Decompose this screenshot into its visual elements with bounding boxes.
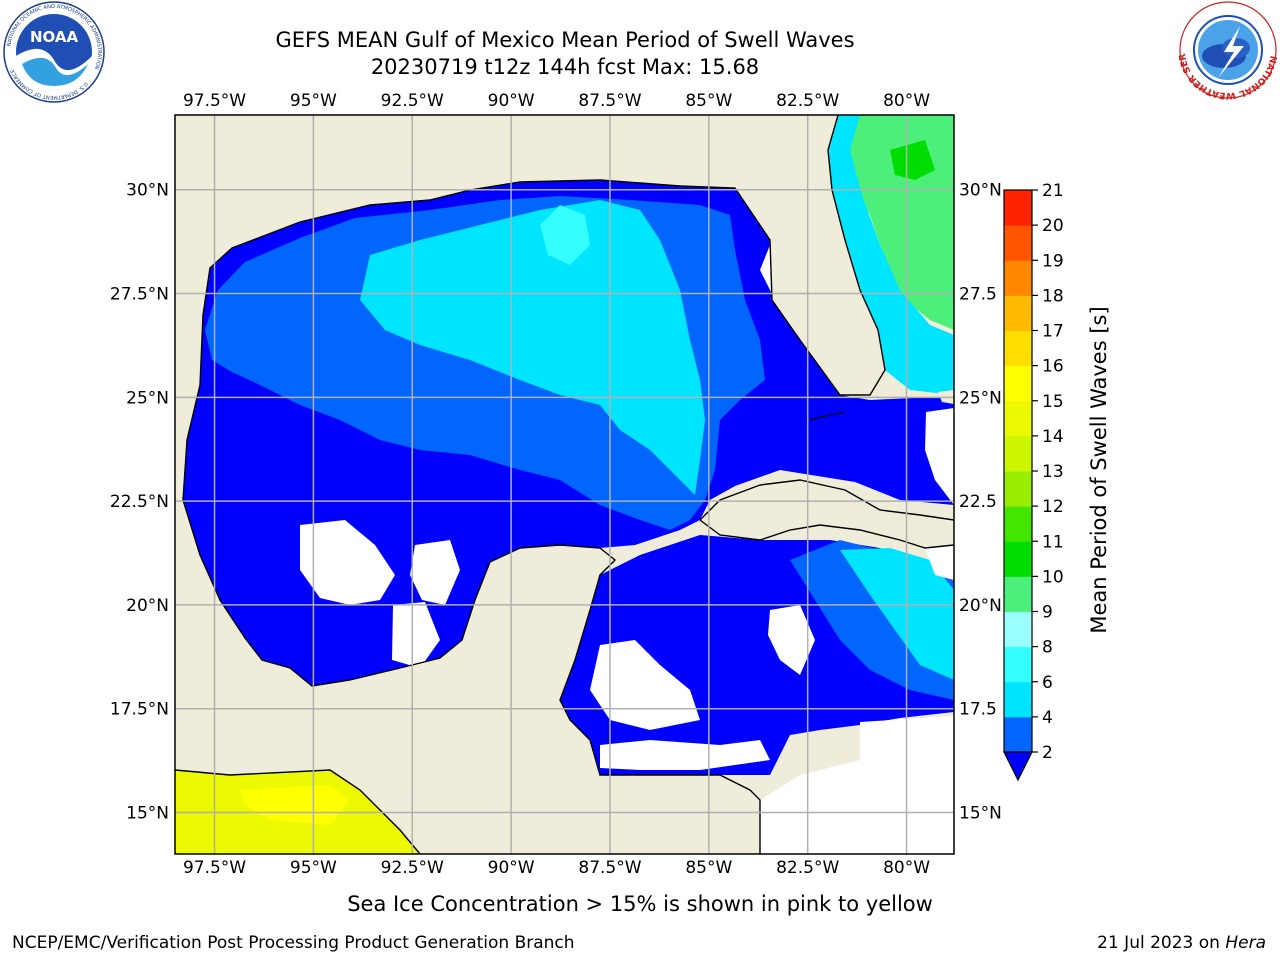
lon-label-bottom: 90°W	[488, 858, 535, 878]
colorbar-tick-label: 19	[1042, 251, 1064, 271]
machine-name: Hera	[1225, 933, 1266, 953]
lon-label-bottom: 85°W	[685, 858, 732, 878]
nws-logo: NATIONAL WEATHER SERVICE	[1178, 0, 1278, 100]
colorbar-under-arrow	[1003, 751, 1033, 782]
credit-line: NCEP/EMC/Verification Post Processing Pr…	[12, 933, 575, 953]
colorbar-segment	[1004, 295, 1032, 331]
colorbar-segment	[1004, 330, 1032, 367]
lon-label-bottom: 92.5°W	[381, 858, 444, 878]
colorbar: 2 4 6 8 9 10 11 12 13 14 15 16 17 18 19 20 21	[1003, 181, 1064, 782]
lon-label-top: 82.5°W	[776, 91, 839, 111]
colorbar-segment	[1004, 400, 1032, 437]
colorbar-tick-label: 13	[1042, 462, 1064, 482]
colorbar-segment	[1004, 471, 1032, 507]
lon-label-top: 85°W	[685, 91, 732, 111]
chart-subtitle: 20230719 t12z 144h fcst Max: 15.68	[370, 55, 760, 79]
colorbar-tick-label: 21	[1042, 181, 1064, 201]
date-line: 21 Jul 2023 on Hera	[1097, 933, 1266, 953]
lon-label-bottom: 80°W	[883, 858, 930, 878]
colorbar-segment	[1004, 576, 1032, 612]
map-gridlines	[175, 115, 954, 854]
lon-label-bottom: 82.5°W	[776, 858, 839, 878]
colorbar-label: Mean Period of Swell Waves [s]	[1087, 306, 1111, 633]
lat-label-left: 17.5°N	[110, 700, 169, 720]
colorbar-tick-label: 15	[1042, 392, 1064, 412]
colorbar-tick-label: 17	[1042, 322, 1064, 342]
colorbar-segment	[1004, 435, 1032, 472]
colorbar-segment	[1004, 716, 1032, 753]
colorbar-tick-label: 12	[1042, 497, 1064, 517]
colorbar-segment	[1004, 260, 1032, 296]
colorbar-segment	[1004, 365, 1032, 402]
colorbar-tick-label: 4	[1042, 708, 1053, 728]
landmasses	[175, 115, 954, 854]
colorbar-segment	[1004, 506, 1032, 542]
atlantic-swell-10-11	[890, 140, 935, 180]
lon-label-top: 87.5°W	[578, 91, 641, 111]
lon-label-bottom: 97.5°W	[183, 858, 246, 878]
swell-band-6-8	[540, 205, 590, 265]
lat-label-right: 30°N	[959, 181, 1002, 201]
pacific-swell-core	[240, 785, 350, 825]
colorbar-segment	[1004, 541, 1032, 577]
colorbar-tick-label: 16	[1042, 357, 1064, 377]
date-text: 21 Jul 2023 on	[1097, 933, 1226, 953]
colorbar-tick-label: 11	[1042, 532, 1064, 552]
lat-label-right: 15°N	[959, 803, 1002, 823]
colorbar-tick-label: 6	[1042, 673, 1053, 693]
lat-label-left: 15°N	[126, 803, 169, 823]
colorbar-segment	[1004, 190, 1032, 226]
lon-label-top: 92.5°W	[381, 91, 444, 111]
lat-label-left: 30°N	[126, 181, 169, 201]
colorbar-segment	[1004, 225, 1032, 261]
noaa-logo-label: NOAA	[30, 28, 79, 46]
coastline	[175, 115, 954, 854]
colorbar-segment	[1004, 681, 1032, 718]
lat-label-right: 22.5	[959, 492, 997, 512]
lat-label-right: 17.5	[959, 700, 997, 720]
lat-label-left: 20°N	[126, 596, 169, 616]
colorbar-segment	[1004, 646, 1032, 683]
colorbar-segment	[1004, 611, 1032, 648]
lat-label-right: 25°N	[959, 388, 1002, 408]
lon-label-top: 95°W	[290, 91, 337, 111]
sea-ice-note: Sea Ice Concentration > 15% is shown in …	[347, 892, 933, 916]
noaa-logo: NOAA NATIONAL OCEANIC AND ATMOSPHERIC AD…	[3, 1, 105, 103]
lon-label-top: 90°W	[488, 91, 535, 111]
lon-label-top: 80°W	[883, 91, 930, 111]
colorbar-tick-label: 2	[1042, 743, 1053, 763]
colorbar-tick-label: 18	[1042, 286, 1064, 306]
colorbar-tick-label: 20	[1042, 216, 1064, 236]
lon-label-bottom: 87.5°W	[578, 858, 641, 878]
atlantic-coast-swell	[828, 115, 954, 395]
chart-title: GEFS MEAN Gulf of Mexico Mean Period of …	[275, 28, 855, 52]
lat-label-right: 20°N	[959, 596, 1002, 616]
lat-label-left: 25°N	[126, 388, 169, 408]
colorbar-tick-label: 8	[1042, 638, 1053, 658]
colorbar-tick-label: 10	[1042, 567, 1064, 587]
lat-label-left: 22.5°N	[110, 492, 169, 512]
plot-frame	[174, 114, 955, 855]
colorbar-tick-label: 9	[1042, 603, 1053, 623]
lat-label-right: 27.5	[959, 285, 997, 305]
lon-label-top: 97.5°W	[183, 91, 246, 111]
caribbean-swell-4-6	[840, 548, 954, 680]
colorbar-tick-label: 14	[1042, 427, 1064, 447]
lon-label-bottom: 95°W	[290, 858, 337, 878]
swell-band-4-6	[360, 200, 705, 495]
calm-areas	[300, 240, 954, 854]
lat-label-left: 27.5°N	[110, 285, 169, 305]
